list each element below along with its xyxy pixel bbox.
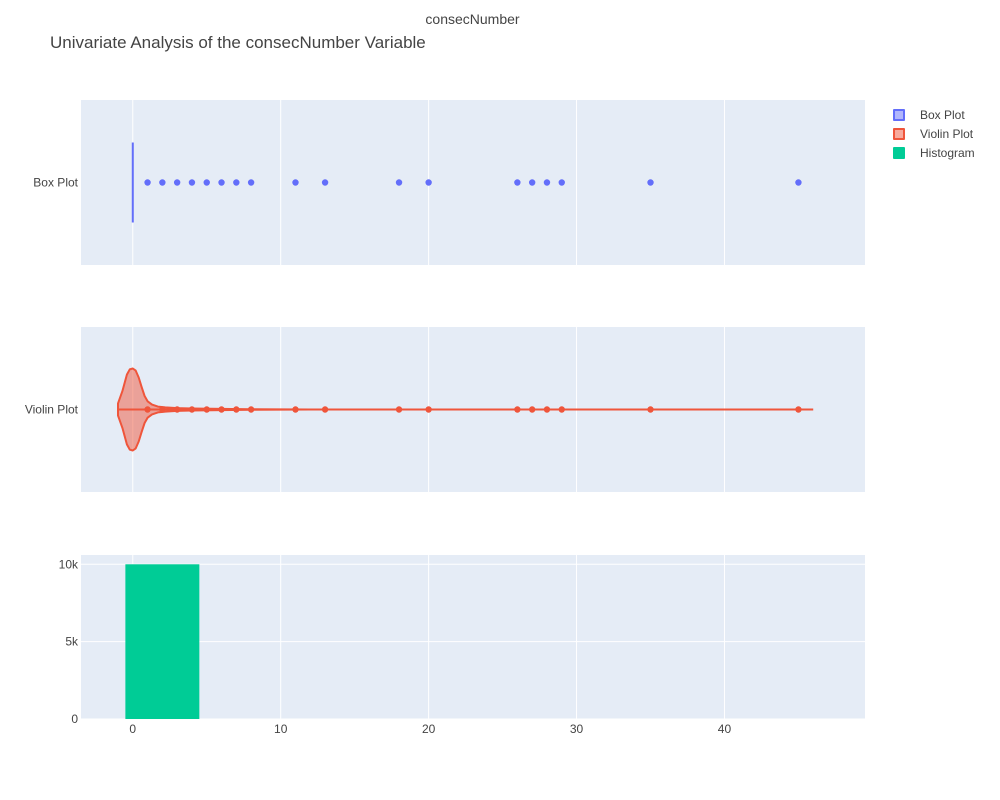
box-plot-category-label: Box Plot — [33, 176, 78, 190]
box-outlier-point — [647, 179, 654, 186]
legend-swatch-histogram — [893, 146, 905, 159]
box-outlier-point — [514, 179, 521, 186]
x-tick-label: 10 — [274, 722, 288, 736]
violin-point — [173, 406, 181, 413]
violin-plot-category-label: Violin Plot — [25, 403, 79, 417]
x-tick-label: 0 — [129, 722, 136, 736]
box-outlier-point — [247, 179, 255, 186]
box-outlier-point — [144, 179, 151, 186]
violin-point — [292, 406, 299, 413]
grid-layer — [81, 100, 865, 720]
box-outlier-point — [159, 179, 166, 186]
box-outlier-point — [321, 179, 329, 186]
histogram-bar — [125, 564, 200, 719]
legend: Box Plot Violin Plot Histogram — [893, 105, 975, 162]
violin-point — [558, 406, 565, 413]
box-outlier-point — [528, 179, 536, 186]
legend-swatch-box-plot — [893, 108, 905, 121]
violin-point — [514, 406, 521, 413]
legend-label: Box Plot — [920, 107, 965, 122]
histogram-y-tick-label: 10k — [59, 557, 79, 571]
box-outlier-point — [425, 179, 432, 186]
labels-layer: Box Plot Violin Plot 0 5k 10k 0 10 20 30… — [25, 176, 732, 737]
x-tick-label: 20 — [422, 722, 436, 736]
box-outlier-point — [795, 179, 802, 186]
box-outlier-point — [218, 179, 225, 186]
x-tick-label: 40 — [718, 722, 732, 736]
legend-swatch-violin-plot — [893, 127, 905, 140]
violin-point — [543, 406, 551, 413]
legend-label: Violin Plot — [920, 126, 974, 141]
histogram-y-tick-label: 5k — [65, 635, 79, 649]
top-axis-title: consecNumber — [425, 11, 520, 27]
violin-point — [528, 406, 536, 413]
violin-point — [233, 406, 240, 413]
box-outlier-point — [203, 179, 210, 186]
violin-point — [395, 406, 403, 413]
histogram-panel — [81, 555, 865, 719]
chart-title: Univariate Analysis of the consecNumber … — [50, 33, 426, 52]
legend-item-histogram[interactable]: Histogram — [893, 143, 975, 162]
violin-point — [247, 406, 255, 413]
box-outlier-point — [173, 179, 181, 186]
box-outlier-point — [292, 179, 299, 186]
violin-point — [159, 406, 166, 413]
legend-label: Histogram — [920, 145, 975, 160]
violin-point — [321, 406, 329, 413]
box-outlier-point — [188, 179, 196, 186]
x-tick-label: 30 — [570, 722, 584, 736]
violin-point — [144, 406, 151, 413]
violin-point — [647, 406, 654, 413]
box-outlier-point — [395, 179, 403, 186]
violin-point — [218, 406, 225, 413]
violin-point — [795, 406, 802, 413]
box-plot-panel — [81, 100, 865, 265]
histogram-y-tick-label: 0 — [71, 712, 78, 726]
box-outlier-point — [233, 179, 240, 186]
violin-point — [188, 406, 196, 413]
legend-item-box-plot[interactable]: Box Plot — [893, 105, 975, 124]
marks-layer — [117, 142, 814, 719]
violin-point — [203, 406, 210, 413]
box-outlier-point — [543, 179, 551, 186]
legend-item-violin-plot[interactable]: Violin Plot — [893, 124, 975, 143]
box-outlier-point — [558, 179, 565, 186]
violin-point — [425, 406, 432, 413]
